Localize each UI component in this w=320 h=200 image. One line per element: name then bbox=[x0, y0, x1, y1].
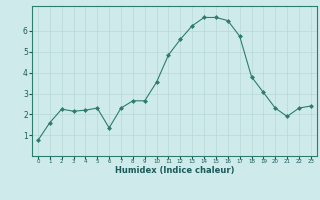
X-axis label: Humidex (Indice chaleur): Humidex (Indice chaleur) bbox=[115, 166, 234, 175]
